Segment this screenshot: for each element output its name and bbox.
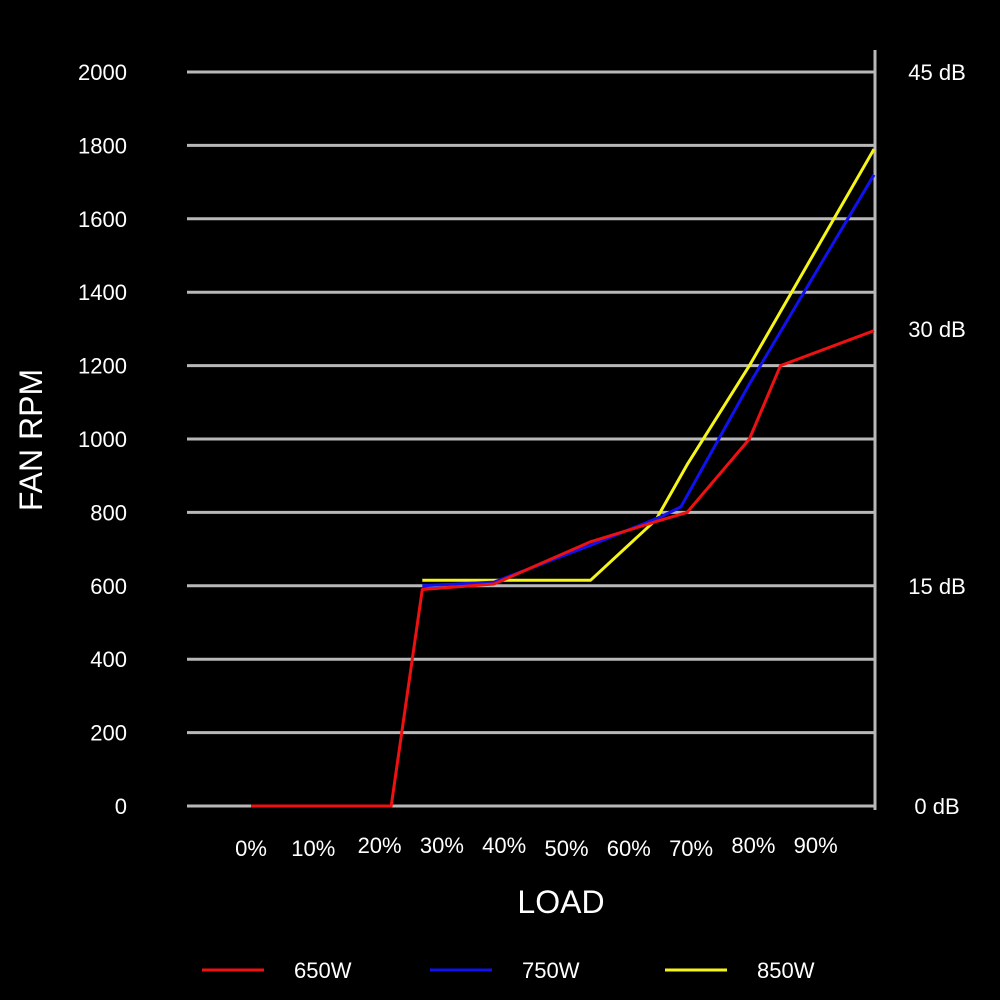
db-tick-label: 45 dB [908,60,966,85]
y-axis-title: FAN RPM [13,369,49,511]
grid-lines [187,70,875,808]
y-tick-label: 600 [90,574,127,599]
db-tick-label: 15 dB [908,574,966,599]
x-axis-title: LOAD [517,884,604,920]
legend-label-650w: 650W [294,958,352,983]
x-tick-label: 90% [794,833,838,858]
x-tick-label: 60% [607,836,651,861]
y-tick-label: 200 [90,721,127,746]
y-tick-label: 2000 [78,60,127,85]
y-tick-labels: 0 200 400 600 800 1000 1200 1400 1600 1800 2000 [78,60,127,819]
y-tick-label: 1800 [78,133,127,158]
y-tick-label: 1600 [78,207,127,232]
legend: 650W 750W 850W [202,958,815,983]
x-tick-label: 50% [544,836,588,861]
y-tick-label: 1200 [78,354,127,379]
secondary-y-tick-labels: 0 dB 15 dB 30 dB 45 dB [908,60,966,819]
series-line-850w [422,148,876,582]
x-tick-label: 70% [669,836,713,861]
x-tick-label: 20% [358,833,402,858]
series-lines [251,148,876,808]
x-tick-label: 40% [482,833,526,858]
y-tick-label: 800 [90,500,127,525]
series-line-650w [251,329,875,808]
y-tick-label: 0 [115,794,127,819]
y-tick-label: 1400 [78,280,127,305]
series-line-750w [422,174,876,588]
y-tick-label: 400 [90,647,127,672]
y-tick-label: 1000 [78,427,127,452]
legend-label-750w: 750W [522,958,580,983]
db-tick-label: 0 dB [914,794,959,819]
x-tick-labels: 0% 10% 20% 30% 40% 50% 60% 70% 80% 90% [235,833,838,861]
x-tick-label: 10% [291,836,335,861]
x-tick-label: 0% [235,836,267,861]
legend-label-850w: 850W [757,958,815,983]
db-tick-label: 30 dB [908,317,966,342]
x-tick-label: 80% [731,833,775,858]
x-tick-label: 30% [420,833,464,858]
